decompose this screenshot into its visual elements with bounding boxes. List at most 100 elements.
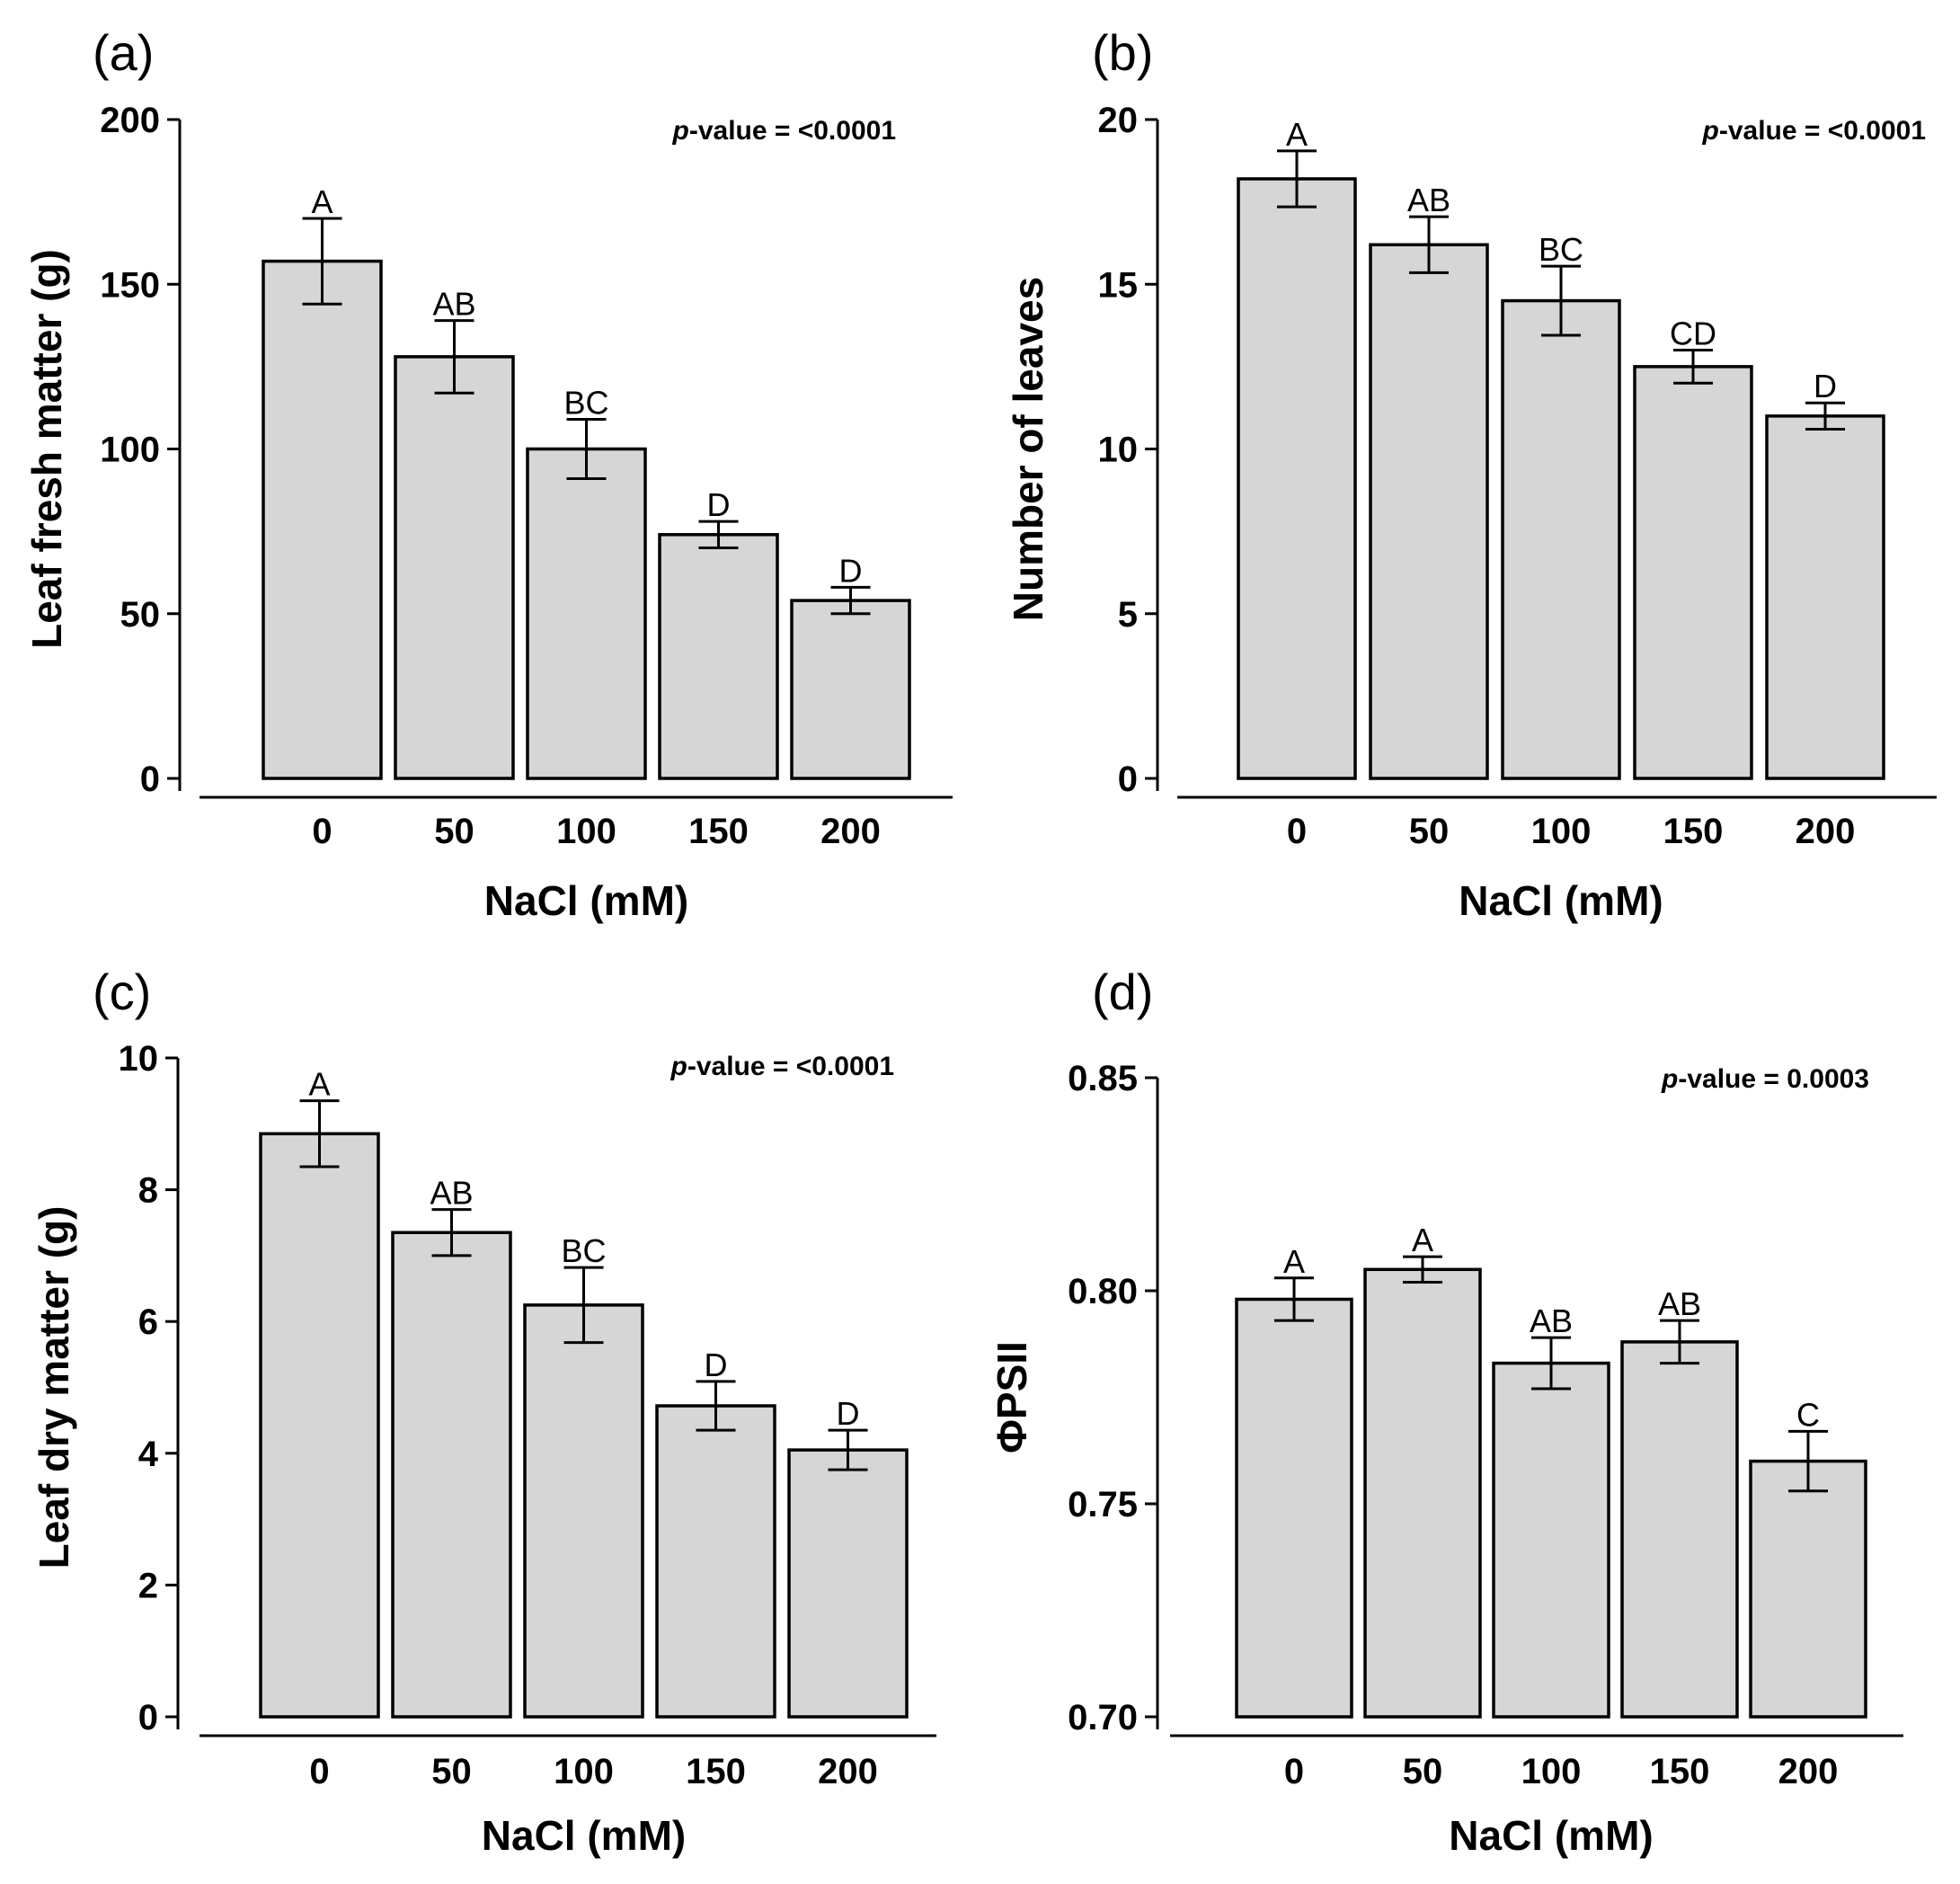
panel-letter-a: (a) — [93, 24, 154, 81]
y-tick-label: 10 — [1098, 431, 1139, 470]
significance-letter: A — [311, 183, 333, 220]
x-tick-label: 50 — [434, 812, 474, 851]
x-tick-label: 150 — [688, 812, 749, 851]
bar-0 — [262, 259, 383, 780]
bar-100 — [1501, 298, 1621, 780]
x-tick-label: 200 — [1778, 1752, 1839, 1791]
x-tick-label: 100 — [554, 1752, 614, 1791]
y-tick-label: 0 — [140, 760, 160, 799]
bar-50 — [394, 355, 515, 780]
bar-200 — [787, 1448, 909, 1719]
significance-letter: A — [1283, 1243, 1305, 1280]
p-value-annotation: p-value = <0.0001 — [670, 1052, 895, 1081]
bar-100 — [523, 1303, 644, 1719]
significance-letter: D — [707, 486, 731, 523]
x-axis-title: NaCl (mM) — [482, 1812, 686, 1859]
significance-letter: D — [839, 552, 863, 589]
y-tick-label: 6 — [138, 1302, 158, 1342]
significance-letter: CD — [1670, 315, 1716, 352]
y-tick-label: 0 — [138, 1698, 158, 1737]
y-tick-label: 150 — [100, 265, 160, 305]
y-tick-label: 100 — [100, 431, 160, 470]
y-tick-label: 0.80 — [1068, 1272, 1138, 1311]
y-tick-label: 10 — [119, 1039, 159, 1079]
x-tick-label: 200 — [1796, 812, 1856, 851]
bar-150 — [655, 1404, 776, 1719]
x-tick-label: 150 — [686, 1752, 746, 1791]
x-tick-label: 100 — [1531, 812, 1592, 851]
bar-100 — [526, 447, 647, 780]
p-value-text: -value = 0.0003 — [1678, 1064, 1869, 1094]
significance-letter: C — [1796, 1396, 1820, 1433]
bar-200 — [1749, 1459, 1867, 1719]
y-tick-label: 4 — [138, 1435, 159, 1474]
x-tick-label: 100 — [1521, 1752, 1582, 1791]
x-tick-label: 50 — [431, 1752, 472, 1791]
x-tick-label: 150 — [1650, 1752, 1710, 1791]
x-tick-label: 50 — [1403, 1752, 1443, 1791]
significance-letter: A — [1412, 1222, 1433, 1258]
p-value-annotation: p-value = 0.0003 — [1661, 1064, 1869, 1094]
panel-a: (a) 0 50 100 150 200 A 0 AB 50 BC 100 D 150 D 200 NaCl (… — [23, 24, 953, 924]
p-value-text: -value = <0.0001 — [1719, 116, 1926, 146]
significance-letter: D — [705, 1346, 728, 1383]
y-tick-label: 2 — [138, 1566, 158, 1605]
y-tick-label: 0 — [1118, 760, 1138, 799]
p-value-text: -value = <0.0001 — [687, 1052, 894, 1081]
panel-letter-d: (d) — [1092, 964, 1153, 1020]
y-axis-title: Leaf fresh matter (g) — [23, 249, 70, 649]
x-tick-label: 150 — [1663, 812, 1724, 851]
y-tick-label: 5 — [1118, 595, 1138, 635]
x-tick-label: 200 — [820, 812, 881, 851]
significance-letter: AB — [1530, 1302, 1573, 1339]
significance-letter: AB — [432, 286, 475, 323]
x-tick-label: 0 — [309, 1752, 329, 1791]
y-tick-label: 15 — [1098, 265, 1139, 305]
bar-50 — [1369, 243, 1489, 780]
bar-0 — [1237, 177, 1357, 780]
p-value-annotation: p-value = <0.0001 — [1702, 116, 1927, 146]
x-tick-label: 0 — [312, 812, 332, 851]
p-value-italic-p: p — [672, 116, 689, 146]
significance-letter: BC — [1539, 231, 1583, 268]
y-axis-title: Number of leaves — [1005, 277, 1051, 621]
x-tick-label: 100 — [556, 812, 616, 851]
x-tick-label: 50 — [1409, 812, 1450, 851]
y-tick-label: 8 — [138, 1171, 158, 1211]
significance-letter: AB — [430, 1175, 473, 1212]
y-tick-label: 0.75 — [1068, 1485, 1138, 1524]
bar-150 — [1633, 365, 1753, 780]
p-value-annotation: p-value = <0.0001 — [672, 116, 897, 146]
bar-100 — [1492, 1361, 1610, 1719]
bar-200 — [790, 599, 911, 780]
x-tick-label: 0 — [1287, 812, 1307, 851]
significance-letter: D — [1814, 368, 1837, 404]
p-value-italic-p: p — [1702, 116, 1719, 146]
panel-d: (d) 0.70 0.75 0.80 0.85 A 0 A 50 AB 100 AB 150 C 200 Na… — [989, 964, 1903, 1859]
bar-50 — [1363, 1267, 1482, 1719]
panel-letter-c: (c) — [93, 964, 151, 1020]
p-value-text: -value = <0.0001 — [689, 116, 896, 146]
significance-letter: A — [1286, 116, 1308, 153]
x-axis-title: NaCl (mM) — [1459, 877, 1663, 924]
x-tick-label: 0 — [1284, 1752, 1304, 1791]
bar-150 — [658, 533, 779, 780]
y-tick-label: 0.85 — [1068, 1059, 1138, 1098]
bar-0 — [1235, 1297, 1353, 1719]
y-axis-title: Leaf dry matter (g) — [31, 1206, 77, 1569]
x-tick-label: 200 — [818, 1752, 878, 1791]
panel-c: (c) 0 2 4 6 8 10 A 0 AB 50 BC 100 D 150 D 200 NaCl (mM) Le… — [31, 964, 936, 1859]
y-tick-label: 200 — [100, 101, 160, 140]
significance-letter: AB — [1407, 182, 1450, 218]
y-tick-label: 50 — [120, 595, 161, 635]
p-value-italic-p: p — [1661, 1064, 1678, 1094]
panel-letter-b: (b) — [1092, 24, 1153, 81]
x-axis-title: NaCl (mM) — [1449, 1812, 1653, 1859]
bar-50 — [391, 1231, 512, 1719]
y-tick-label: 20 — [1098, 101, 1139, 140]
p-value-italic-p: p — [670, 1052, 687, 1081]
significance-letter: BC — [563, 385, 608, 422]
bar-200 — [1765, 414, 1885, 780]
significance-letter: BC — [561, 1232, 606, 1269]
